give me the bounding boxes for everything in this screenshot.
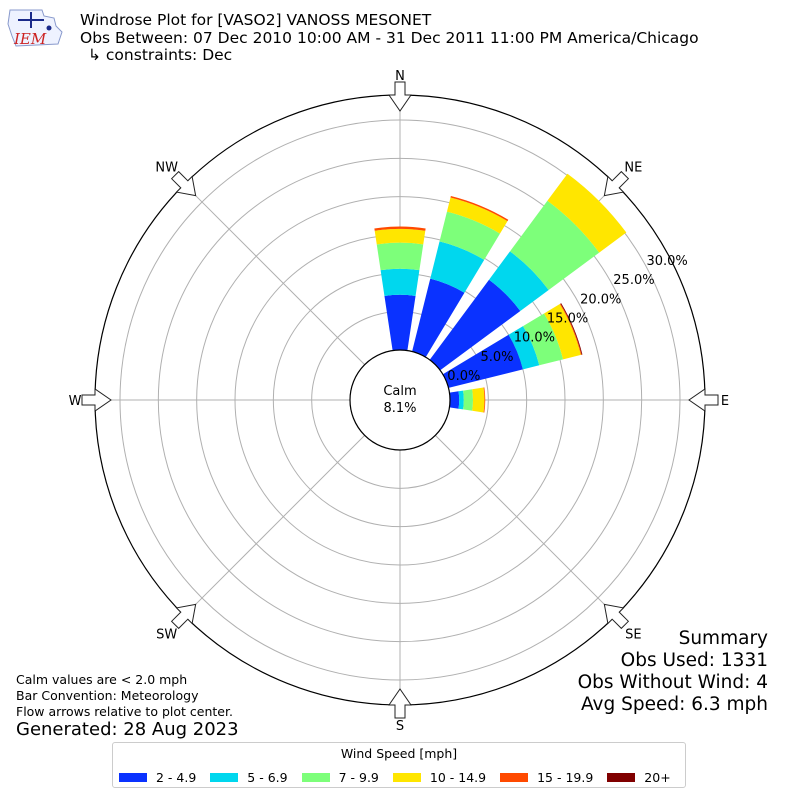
legend-item: 7 - 9.9 — [301, 769, 379, 785]
bar-segment-nne-1 — [430, 241, 485, 293]
bar-segment-ne-1 — [508, 326, 540, 370]
logo-text: IEM — [13, 30, 47, 48]
direction-labels: N NE E SE S SW W NW — [69, 69, 730, 734]
bar-segment-ne-3 — [544, 303, 581, 360]
flow-arrow-se — [603, 603, 630, 630]
bar-segment-nne-2 — [439, 211, 500, 260]
generated-date: Generated: 28 Aug 2023 — [16, 719, 239, 740]
direction-label-ne: NE — [624, 161, 642, 176]
bar-segment-ne-0 — [429, 279, 521, 371]
observation-period: Obs Between: 07 Dec 2010 10:00 AM - 31 D… — [80, 29, 699, 47]
spoke-line — [435, 435, 617, 617]
avg-speed: Avg Speed: 6.3 mph — [580, 694, 768, 715]
convention-note: Bar Convention: Meteorology — [16, 688, 199, 703]
calm-value: 8.1% — [383, 401, 416, 416]
legend-swatch — [210, 772, 239, 782]
bar-segment-n-4 — [374, 226, 426, 231]
flow-arrow-w — [81, 388, 112, 412]
calm-label: Calm — [383, 384, 416, 399]
obs-used: Obs Used: 1331 — [620, 650, 768, 671]
direction-label-e: E — [721, 394, 729, 409]
legend-swatch — [119, 772, 147, 782]
direction-label-se: SE — [625, 627, 641, 642]
legend-item: 15 - 19.9 — [500, 769, 593, 785]
legend-item: 20+ — [607, 769, 671, 785]
direction-label-s: S — [396, 719, 404, 734]
bar-segment-ne-3 — [547, 173, 627, 253]
calm-note: Calm values are < 2.0 mph — [16, 672, 188, 687]
constraints: ↳ constraints: Dec — [88, 46, 233, 64]
radial-tick-label: 10.0% — [514, 331, 555, 346]
legend-label: 20+ — [644, 769, 671, 785]
bar-segment-ene-1 — [458, 390, 464, 410]
legend-swatch — [607, 772, 636, 782]
flow-note: Flow arrows relative to plot center. — [16, 704, 233, 719]
radial-tick-label: 20.0% — [580, 292, 621, 307]
legend-items: 2 - 4.9 5 - 6.9 7 - 9.9 10 - 14.9 15 - 19.9 2… — [119, 768, 685, 785]
legend-item: 10 - 14.9 — [392, 769, 487, 785]
legend-label: 15 - 19.9 — [537, 769, 594, 785]
flow-arrow-s — [388, 688, 412, 719]
bar-segment-n-3 — [374, 228, 426, 245]
radial-tick-label: 0.0% — [447, 369, 480, 384]
legend-item: 5 - 6.9 — [210, 769, 288, 785]
legend-label: 10 - 14.9 — [429, 769, 487, 785]
radial-tick-label: 30.0% — [646, 254, 687, 269]
radial-tick-label: 5.0% — [480, 350, 513, 365]
bar-segment-ne-0 — [442, 334, 523, 388]
bar-segment-nne-3 — [446, 197, 508, 234]
radial-tick-label: 25.0% — [613, 273, 654, 288]
bar-segment-n-0 — [384, 294, 416, 351]
flow-arrow-n — [388, 81, 412, 112]
summary-panel: Summary Obs Used: 1331 Obs Without Wind:… — [578, 628, 768, 716]
legend-title: Wind Speed [mph] — [340, 746, 458, 761]
flow-arrows — [81, 81, 719, 719]
wind-bars — [374, 173, 627, 413]
radial-tick-labels: 0.0%5.0%10.0% 15.0% 20.0% 25.0% 30.0% — [447, 254, 687, 384]
direction-label-w: W — [69, 394, 82, 409]
legend-swatch — [392, 772, 421, 782]
radial-tick-label: 15.0% — [547, 312, 588, 327]
legend-label: 5 - 6.9 — [247, 769, 288, 785]
legend-item: 2 - 4.9 — [119, 769, 196, 785]
legend-label: 2 - 4.9 — [156, 769, 197, 785]
bar-segment-nne-0 — [412, 278, 465, 358]
legend-swatch — [500, 772, 529, 782]
spoke-line — [183, 183, 365, 365]
bar-segment-n-2 — [376, 242, 424, 271]
flow-arrow-sw — [170, 603, 197, 630]
iem-logo: IEM — [7, 9, 63, 48]
chart-title: Windrose Plot for [VASO2] VANOSS MESONET — [80, 11, 432, 29]
flow-arrow-nw — [170, 170, 197, 197]
bar-segment-ne-2 — [510, 200, 600, 290]
bar-segment-ne-2 — [523, 313, 564, 366]
direction-label-n: N — [395, 69, 405, 84]
flow-arrow-e — [688, 388, 719, 412]
bar-segment-n-1 — [380, 268, 420, 296]
direction-label-nw: NW — [155, 161, 178, 176]
legend-label: 7 - 9.9 — [338, 769, 379, 785]
bar-segment-ne-1 — [489, 251, 549, 311]
bar-segment-ene-4 — [483, 387, 486, 413]
flow-arrow-ne — [603, 170, 630, 197]
summary-title: Summary — [678, 628, 768, 649]
legend-swatch — [301, 772, 330, 782]
bar-segment-ene-0 — [449, 391, 460, 409]
bar-segment-ene-3 — [472, 387, 485, 413]
bar-segment-ene-2 — [463, 389, 473, 411]
bar-segment-nne-4 — [450, 196, 509, 222]
legend: Wind Speed [mph] 2 - 4.9 5 - 6.9 7 - 9.9 10… — [112, 742, 686, 788]
calm-circle: Calm 8.1% — [349, 349, 451, 451]
spoke-line — [183, 435, 365, 617]
obs-without-wind: Obs Without Wind: 4 — [577, 672, 768, 693]
direction-label-sw: SW — [156, 627, 177, 642]
footnotes: Calm values are < 2.0 mph Bar Convention… — [16, 672, 233, 720]
